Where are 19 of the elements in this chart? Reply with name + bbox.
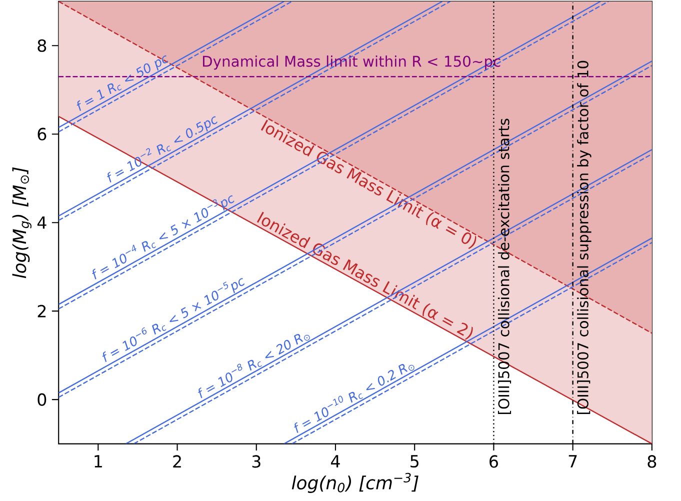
x-tick-label: 3 [252,455,260,468]
y-tick-label: 4 [37,216,46,229]
x-tick-label: 1 [94,455,102,468]
x-axis-title: log(n$_{0}$) [cm$^{−3}$] [292,472,418,493]
y-tick-label: 8 [38,39,46,52]
x-tick-label: 7 [568,455,577,468]
y-tick-label: 0 [38,393,46,406]
x-tick-label: 5 [410,455,418,468]
text: f = 1 R$_{c}$ < 50 pc [76,55,168,112]
ref-line-label: [OIII]5007 collisional de-excitation starts [498,118,512,414]
ref-line-label: [OIII]5007 collisional suppression by factor of 10 [577,60,592,414]
y-axis-title: log(M$_{g}$) [M$_{⊙}$] [12,167,32,278]
x-tick-label: 4 [331,455,340,468]
x-tick-label: 6 [490,455,498,468]
text: f = 10$^{−4}$ R$_{c}$ < 5 × 10$^{−3}$pc [92,195,234,280]
x-tick-label: 2 [173,455,181,468]
x-tick-label: 8 [648,455,656,468]
y-tick-label: 6 [38,128,46,140]
y-tick-label: 2 [38,304,46,318]
